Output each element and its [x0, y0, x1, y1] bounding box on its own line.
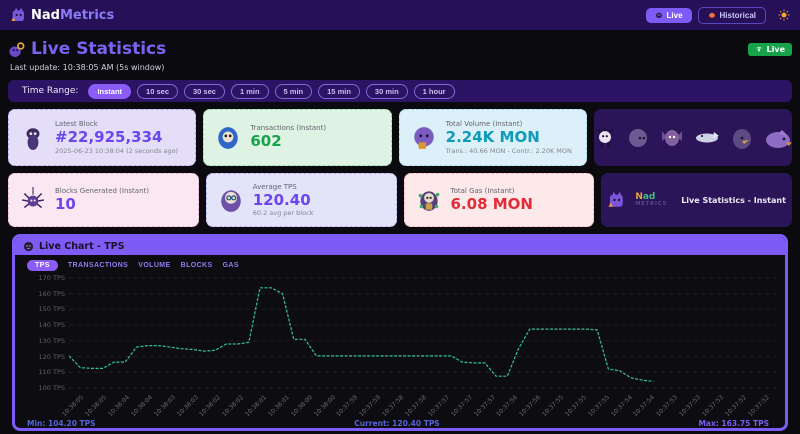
transactions-card: Transactions (Instant) 602 [203, 109, 392, 166]
brand-logo: NadMetrics [10, 7, 114, 23]
latest-block-mascot-icon [26, 127, 40, 150]
live-statistics-mascot-icon [9, 41, 25, 57]
chart-header: Live Chart - TPS [15, 237, 785, 255]
transactions-label: Transactions (Instant) [250, 124, 327, 133]
tab-transactions[interactable]: TRANSACTIONS [67, 262, 129, 269]
stats-row-1: Latest Block #22,925,334 2025-06-23 10:3… [8, 109, 792, 166]
tps-series-line [69, 288, 653, 382]
historical-mode-icon [708, 12, 715, 18]
broadcast-icon [755, 46, 762, 52]
latest-block-timestamp: 2025-06-23 10:38:04 (2 seconds ago) [55, 146, 179, 155]
tps-line-chart [69, 275, 777, 391]
tab-gas[interactable]: GAS [222, 262, 239, 269]
average-tps-mascot-icon [221, 190, 241, 212]
live-status-badge: Live [747, 42, 792, 56]
time-range-1min[interactable]: 1 min [230, 83, 269, 99]
chart-tabs: TPS TRANSACTIONS VOLUME BLOCKS GAS [19, 258, 777, 275]
watermark-logo-icon [608, 191, 624, 207]
mascot-fish-icon [765, 129, 792, 148]
time-range-1hour[interactable]: 1 hour [413, 83, 455, 99]
transactions-mascot-icon [218, 126, 239, 149]
average-tps-value: 120.40 [252, 190, 311, 209]
y-axis-tick-label: 100 TPS [38, 384, 66, 392]
mascot-spiky-icon [597, 126, 613, 147]
theme-toggle-sun-icon[interactable] [778, 9, 790, 21]
latest-block-card: Latest Block #22,925,334 2025-06-23 10:3… [8, 109, 197, 166]
chart-footer: Min: 104.20 TPS Current: 120.40 TPS Max:… [19, 417, 777, 428]
tab-volume[interactable]: VOLUME [138, 262, 171, 269]
blocks-generated-label: Blocks Generated (Instant) [55, 186, 149, 195]
historical-mode-button[interactable]: Historical [697, 6, 766, 24]
tab-tps[interactable]: TPS [27, 260, 58, 271]
time-range-15min[interactable]: 15 min [318, 83, 360, 99]
live-mode-icon [655, 12, 662, 18]
y-axis-tick-label: 120 TPS [38, 352, 66, 361]
total-volume-breakdown: Trans.: 40.66 MON - Contr.: 2.20K MON [445, 146, 572, 155]
average-tps-label: Average TPS [252, 182, 297, 191]
tps-plot-area [69, 275, 777, 391]
latest-block-value: #22,925,334 [55, 128, 163, 147]
last-update-text: Last update: 10:38:05 AM (5s window) [10, 63, 165, 72]
blocks-generated-value: 10 [55, 194, 76, 213]
chart-max-value: Max: 163.75 TPS [698, 419, 769, 428]
y-axis-tick-label: 160 TPS [38, 289, 66, 298]
chart-current-value: Current: 120.40 TPS [354, 419, 440, 428]
y-axis-tick-label: 140 TPS [38, 321, 66, 330]
average-tps-card: Average TPS 120.40 60.2 avg per block [205, 173, 397, 227]
mascot-fluff-icon [628, 128, 647, 147]
total-gas-card: Total Gas (Instant) 6.08 MON [403, 173, 595, 227]
spider-icon [22, 187, 44, 209]
chart-min-value: Min: 104.20 TPS [27, 419, 96, 428]
total-gas-label: Total Gas (Instant) [450, 186, 515, 195]
total-gas-mascot-icon [418, 191, 439, 211]
live-chart-panel: Live Chart - TPS TPS TRANSACTIONS VOLUME… [12, 234, 788, 431]
time-range-30sec[interactable]: 30 sec [184, 83, 225, 99]
mascots-panel [593, 109, 792, 166]
mascot-bat-icon [661, 129, 682, 146]
time-range-bar: Time Range: Instant 10 sec 30 sec 1 min … [8, 80, 792, 102]
y-axis-tick-label: 110 TPS [38, 368, 66, 377]
time-range-30min[interactable]: 30 min [365, 83, 408, 99]
average-tps-sub: 60.2 avg per block [252, 209, 314, 218]
tab-blocks[interactable]: BLOCKS [180, 262, 213, 269]
watermark-caption: Live Statistics - Instant [681, 195, 786, 205]
total-gas-value: 6.08 MON [450, 194, 533, 213]
blocks-generated-card: Blocks Generated (Instant) 10 [8, 173, 199, 227]
total-volume-label: Total Volume (Instant) [445, 120, 523, 129]
chart-plot-row: 170 TPS 160 TPS 150 TPS 140 TPS 130 TPS 120 T… [19, 274, 777, 392]
watermark-brand: Nad METRICS [635, 192, 668, 207]
time-range-label: Time Range: [22, 86, 79, 96]
top-navbar: NadMetrics Live Historical [0, 0, 800, 30]
time-range-10sec[interactable]: 10 sec [137, 83, 178, 99]
latest-block-label: Latest Block [55, 120, 98, 129]
x-axis-labels: 10:38:05 10:38:05 10:38:04 10:38:04 10:38:03… [61, 391, 777, 418]
stats-row-2: Blocks Generated (Instant) 10 Average TP… [8, 173, 792, 227]
live-mode-button[interactable]: Live [645, 7, 692, 23]
watermark-panel: Nad METRICS Live Statistics - Instant [601, 173, 792, 227]
total-volume-card: Total Volume (Instant) 2.24K MON Trans.:… [398, 109, 587, 166]
chart-title: Live Chart - TPS [39, 240, 125, 252]
page-title: Live Statistics [31, 39, 167, 59]
time-range-5min[interactable]: 5 min [274, 83, 313, 99]
y-axis-labels: 170 TPS 160 TPS 150 TPS 140 TPS 130 TPS 120 T… [19, 274, 69, 392]
mascot-ghost-icon [695, 131, 719, 142]
chart-body: TPS TRANSACTIONS VOLUME BLOCKS GAS 170 T… [15, 255, 785, 428]
page-header: Live Statistics Live [8, 39, 792, 59]
total-volume-value: 2.24K MON [445, 128, 540, 147]
chart-header-mascot-icon [23, 241, 34, 251]
mascot-blob-icon [732, 128, 751, 149]
nadmetrics-logo-icon [11, 7, 24, 21]
total-volume-mascot-icon [413, 126, 434, 149]
y-axis-tick-label: 170 TPS [38, 274, 66, 282]
brand-name: NadMetrics [31, 7, 115, 23]
y-axis-tick-label: 130 TPS [38, 336, 66, 345]
y-axis-tick-label: 150 TPS [38, 305, 66, 314]
transactions-value: 602 [250, 132, 282, 151]
time-range-instant[interactable]: Instant [88, 83, 132, 99]
